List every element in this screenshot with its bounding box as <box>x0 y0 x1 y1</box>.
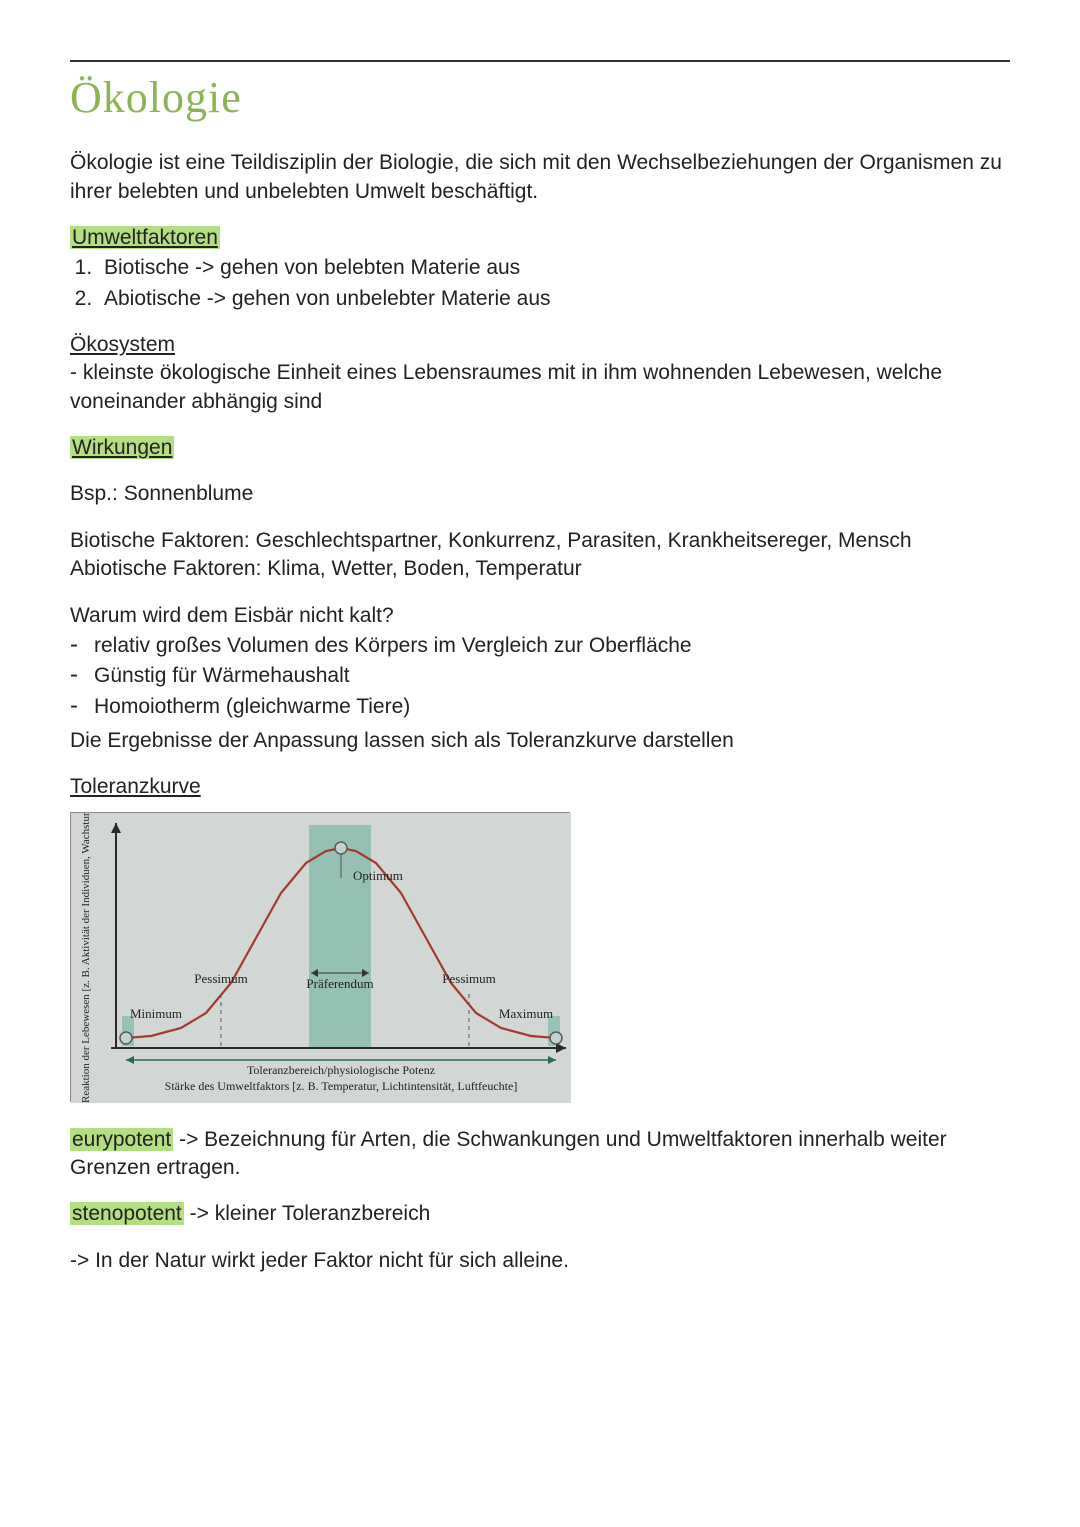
svg-text:Pessimum: Pessimum <box>442 971 495 986</box>
heading-oekosystem: Ökosystem <box>70 333 175 356</box>
term-stenopotent: stenopotent <box>70 1202 184 1225</box>
biotische-line: Biotische Faktoren: Geschlechtspartner, … <box>70 527 1010 555</box>
section-umweltfaktoren: Umweltfaktoren Biotische -> gehen von be… <box>70 224 1010 313</box>
heading-wirkungen: Wirkungen <box>70 436 174 459</box>
chart-svg: Optimum Präferendum Pessimum Pessimum Minimu… <box>71 813 571 1103</box>
eurypotent-def: eurypotent -> Bezeichnung für Arten, die… <box>70 1126 1010 1183</box>
svg-text:Stärke des Umweltfaktors [z. B: Stärke des Umweltfaktors [z. B. Temperat… <box>165 1079 518 1093</box>
list-item-text: Günstig für Wärmehaushalt <box>94 662 350 690</box>
example-line: Bsp.: Sonnenblume <box>70 480 1010 508</box>
svg-text:Toleranzbereich/physiologische: Toleranzbereich/physiologische Potenz <box>247 1063 435 1077</box>
list-item: Abiotische -> gehen von unbelebter Mater… <box>98 285 1010 313</box>
list-item-text: Homoiotherm (gleichwarme Tiere) <box>94 693 410 721</box>
svg-text:Pessimum: Pessimum <box>194 971 247 986</box>
stenopotent-text: -> kleiner Toleranzbereich <box>184 1202 431 1225</box>
stenopotent-def: stenopotent -> kleiner Toleranzbereich <box>70 1200 1010 1228</box>
section-wirkungen: Wirkungen Bsp.: Sonnenblume Biotische Fa… <box>70 434 1010 755</box>
svg-text:Minimum: Minimum <box>130 1006 182 1021</box>
intro-paragraph: Ökologie ist eine Teildisziplin der Biol… <box>70 149 1010 206</box>
oekosystem-body: - kleinste ökologische Einheit eines Leb… <box>70 359 1010 416</box>
list-item: -relativ großes Volumen des Körpers im V… <box>70 632 1010 660</box>
abiotische-line: Abiotische Faktoren: Klima, Wetter, Bode… <box>70 555 1010 583</box>
list-item-text: relativ großes Volumen des Körpers im Ve… <box>94 632 692 660</box>
heading-umweltfaktoren: Umweltfaktoren <box>70 226 220 249</box>
term-eurypotent: eurypotent <box>70 1128 173 1151</box>
followup-line: Die Ergebnisse der Anpassung lassen sich… <box>70 727 1010 755</box>
umweltfaktoren-list: Biotische -> gehen von belebten Materie … <box>98 254 1010 313</box>
eisbaer-list: -relativ großes Volumen des Körpers im V… <box>70 632 1010 721</box>
list-item: -Homoiotherm (gleichwarme Tiere) <box>70 693 1010 721</box>
svg-text:Maximum: Maximum <box>499 1006 553 1021</box>
svg-text:Reaktion der Lebewesen [z. B.: Reaktion der Lebewesen [z. B. Aktivität … <box>80 813 92 1103</box>
tolerance-curve-chart: Optimum Präferendum Pessimum Pessimum Minimu… <box>70 812 570 1102</box>
section-oekosystem: Ökosystem - kleinste ökologische Einheit… <box>70 331 1010 416</box>
page-title: Ökologie <box>70 68 1010 127</box>
svg-text:Präferendum: Präferendum <box>306 976 373 991</box>
heading-toleranzkurve: Toleranzkurve <box>70 775 201 798</box>
final-line: -> In der Natur wirkt jeder Faktor nicht… <box>70 1247 1010 1275</box>
question-line: Warum wird dem Eisbär nicht kalt? <box>70 602 1010 630</box>
list-item: -Günstig für Wärmehaushalt <box>70 662 1010 690</box>
list-item: Biotische -> gehen von belebten Materie … <box>98 254 1010 282</box>
svg-text:Optimum: Optimum <box>353 868 403 883</box>
top-rule <box>70 60 1010 62</box>
eurypotent-text: -> Bezeichnung für Arten, die Schwankung… <box>70 1128 947 1179</box>
